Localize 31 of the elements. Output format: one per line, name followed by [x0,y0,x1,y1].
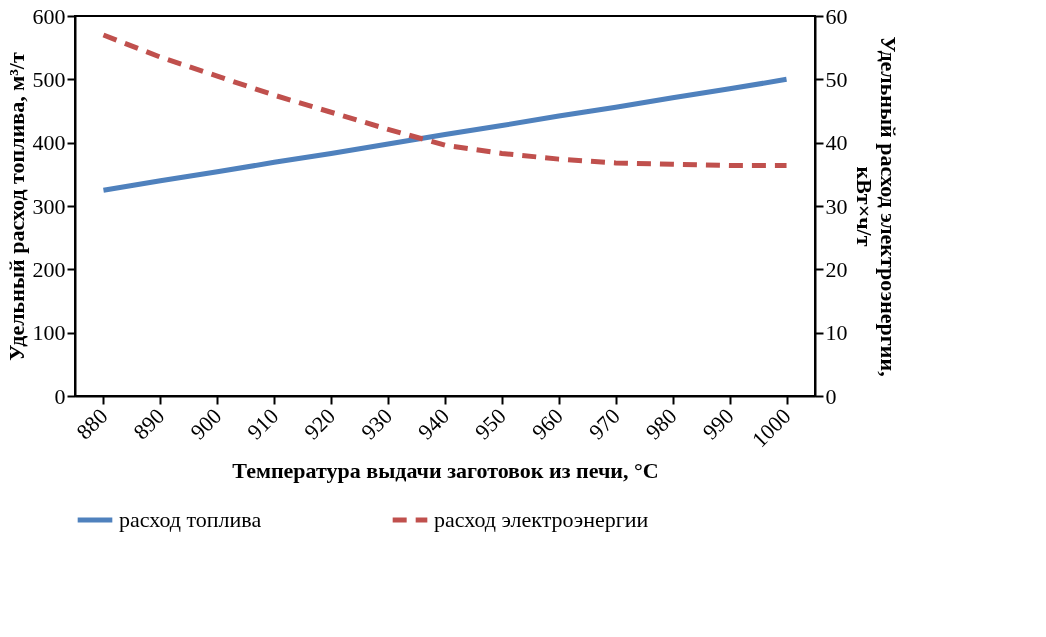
x-tick-label: 890 [128,403,170,445]
y-tick-label: 400 [32,130,66,156]
y2-tick-label: 30 [825,193,848,219]
x-tick-label: 990 [697,403,739,445]
y-tick-label: 200 [32,256,66,282]
x-tick-label: 910 [242,403,284,445]
x-tick-label: 970 [583,403,625,445]
x-tick-label: 920 [299,403,341,445]
x-tick-label: 940 [412,403,454,445]
y2-tick-label: 50 [825,66,848,92]
x-tick-label: 950 [469,403,511,445]
y-axis-title: Удельный расход топлива, м³/т [3,52,29,361]
y-tick-label: 500 [32,66,66,92]
y-tick-label: 100 [32,320,66,346]
x-tick-label: 880 [71,403,113,445]
y2-tick-label: 40 [825,130,848,156]
y2-tick-label: 10 [825,320,848,346]
x-tick-label: 930 [356,403,398,445]
legend-label: расход электроэнергии [434,507,649,532]
x-tick-label: 980 [640,403,682,445]
y2-tick-label: 0 [825,383,837,409]
y2-tick-label: 60 [825,3,848,29]
y2-tick-label: 20 [825,256,848,282]
y-tick-label: 300 [32,193,66,219]
x-axis-title: Температура выдачи заготовок из печи, °C [232,458,659,484]
x-tick-label: 900 [185,403,227,445]
x-tick-label: 960 [526,403,568,445]
legend-label: расход топлива [119,507,262,532]
y-tick-label: 0 [54,383,66,409]
y2-axis-title: Удельный расход электроэнергии, кВт×ч/т [851,36,901,377]
y-tick-label: 600 [32,3,66,29]
